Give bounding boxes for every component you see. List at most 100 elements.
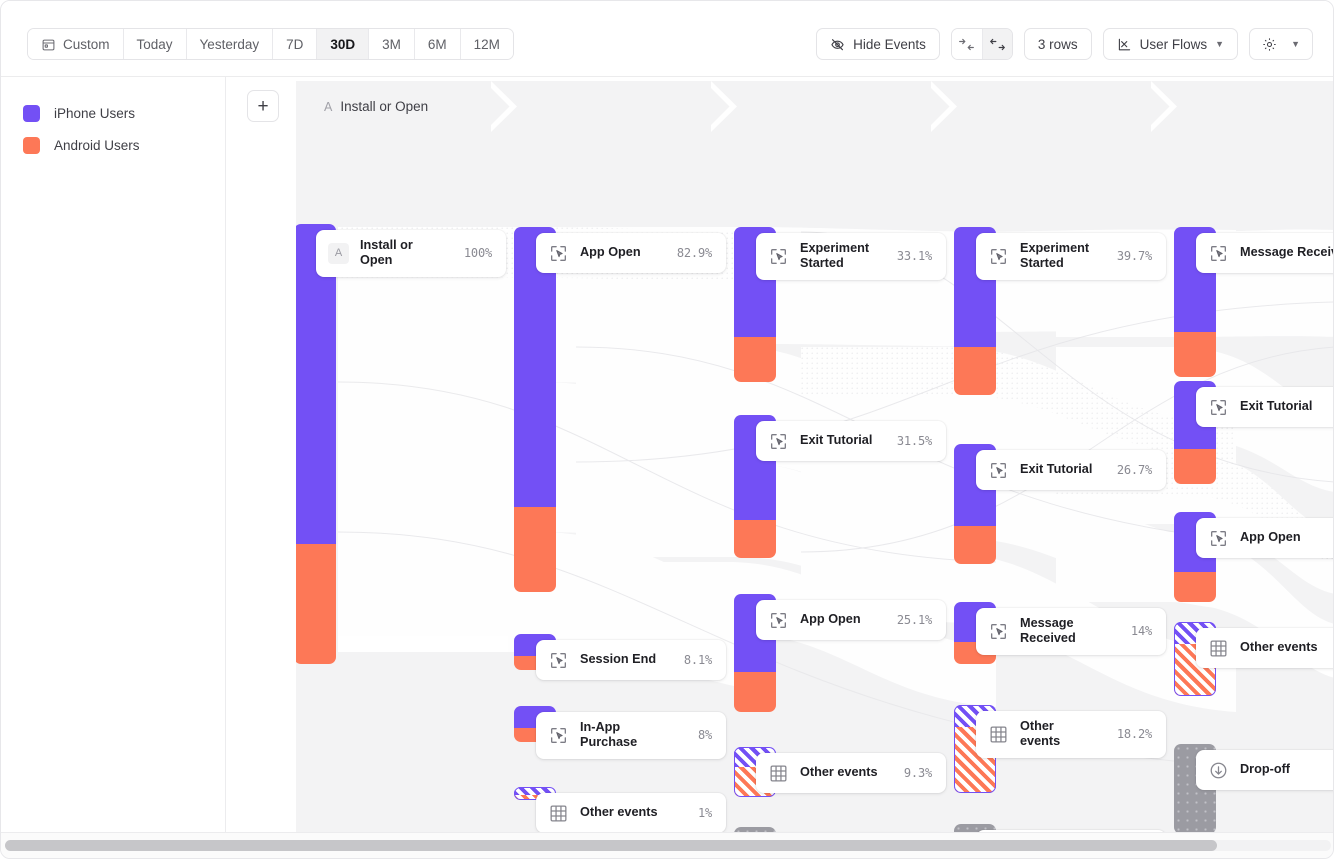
node-card[interactable]: Message Received	[1196, 233, 1333, 273]
legend-sidebar: iPhone Users Android Users	[1, 77, 226, 834]
node-label: Exit Tutorial	[1240, 399, 1313, 414]
node-percentage: 33.1%	[896, 249, 932, 264]
date-range-label: 6M	[427, 36, 447, 52]
node-bar-android-segment	[1174, 572, 1216, 602]
date-range-label: 12M	[473, 36, 500, 52]
node-label: Other events	[580, 805, 658, 820]
step-header-3[interactable]	[956, 81, 1177, 132]
step-header-1[interactable]	[516, 81, 737, 132]
node-card[interactable]: Message Received 14%	[976, 608, 1166, 655]
date-range-label: Today	[136, 36, 173, 52]
date-range-12m[interactable]: 12M	[460, 29, 513, 59]
node-label: Exit Tutorial	[800, 433, 873, 448]
node-bar-dropoff-segment	[954, 824, 996, 834]
rows-label: 3 rows	[1037, 36, 1078, 52]
date-range-segmented-control[interactable]: Custom Today Yesterday 7D 30D 3M 6M 12M	[27, 28, 514, 60]
cursor-click-icon	[1211, 399, 1226, 415]
node-label: Other events	[1240, 640, 1318, 655]
node-bar-android-segment	[514, 795, 556, 800]
node-label: Experiment Started	[1020, 241, 1090, 271]
node-bar	[954, 824, 996, 834]
expand-horizontal-button[interactable]	[981, 29, 1012, 59]
node-percentage: 9.3%	[903, 766, 932, 780]
node-card[interactable]: Experiment Started 39.7%	[976, 233, 1166, 280]
step-header-2[interactable]	[736, 81, 957, 132]
cursor-click-icon	[551, 652, 566, 668]
node-bar	[514, 227, 556, 592]
node-bar-iphone-segment	[296, 224, 336, 544]
node-percentage: 8%	[697, 728, 712, 743]
horizontal-scrollbar[interactable]	[1, 832, 1333, 858]
sankey-flow-area: A Install or Open 100% App Open 82.9% Session…	[296, 132, 1333, 834]
calendar-icon	[42, 39, 55, 50]
date-range-yesterday[interactable]: Yesterday	[186, 29, 274, 59]
step-header-strip: A Install or Open	[296, 81, 1333, 132]
collapse-horizontal-button[interactable]	[951, 29, 982, 59]
toolbar: Custom Today Yesterday 7D 30D 3M 6M 12M Hide Ev…	[1, 1, 1333, 77]
settings-dropdown[interactable]: ▼	[1249, 28, 1313, 60]
date-range-label: 30D	[330, 36, 356, 52]
node-card[interactable]: App Open 82.9%	[536, 233, 726, 273]
step-header-0[interactable]: A Install or Open	[296, 81, 517, 132]
date-range-label: 7D	[286, 36, 304, 52]
cursor-click-icon	[991, 462, 1006, 478]
date-range-label: Custom	[63, 36, 110, 52]
node-card[interactable]: Other events 18.2%	[976, 711, 1166, 758]
node-card[interactable]: App Open 25.1%	[756, 600, 946, 640]
step-chevron-icon	[491, 81, 517, 132]
node-bar	[1174, 381, 1216, 484]
node-bar-android-segment	[734, 672, 776, 712]
node-percentage: 8.1%	[683, 653, 712, 667]
node-percentage: 26.7%	[1116, 463, 1152, 477]
node-card[interactable]: Session End 8.1%	[536, 640, 726, 680]
add-step-button[interactable]: +	[247, 90, 279, 122]
node-card[interactable]: Exit Tutorial	[1196, 387, 1333, 427]
node-bar-android-segment	[734, 520, 776, 558]
cursor-click-icon	[991, 624, 1006, 639]
step-label: Install or Open	[340, 99, 429, 114]
scrollbar-thumb[interactable]	[5, 840, 1217, 851]
grid-icon	[990, 726, 1007, 743]
node-card[interactable]: In-App Purchase 8%	[536, 712, 726, 759]
node-bar	[514, 787, 556, 800]
date-range-7d[interactable]: 7D	[273, 29, 318, 59]
legend-item-0[interactable]: iPhone Users	[23, 97, 225, 129]
cursor-click-icon	[551, 728, 566, 743]
node-card[interactable]: A Install or Open 100%	[316, 230, 506, 277]
date-range-3m[interactable]: 3M	[369, 29, 415, 59]
node-percentage: 39.7%	[1116, 249, 1152, 264]
node-card[interactable]: Exit Tutorial 26.7%	[976, 450, 1166, 490]
node-card[interactable]: Other events 1%	[536, 793, 726, 833]
width-toggle-group[interactable]	[950, 28, 1013, 60]
node-card[interactable]: Drop-off	[1196, 750, 1333, 790]
step-header-4[interactable]	[1176, 81, 1333, 132]
gear-icon	[1263, 37, 1276, 51]
node-card[interactable]: Exit Tutorial 31.5%	[756, 421, 946, 461]
date-range-30d[interactable]: 30D	[317, 29, 370, 59]
node-card[interactable]: Other events 9.3%	[756, 753, 946, 793]
date-range-label: Yesterday	[199, 36, 260, 52]
legend-item-1[interactable]: Android Users	[23, 129, 225, 161]
node-card[interactable]: Experiment Started 33.1%	[756, 233, 946, 280]
node-bar-android-segment	[296, 544, 336, 664]
hide-events-button[interactable]: Hide Events	[816, 28, 940, 60]
node-card[interactable]: App Open	[1196, 518, 1333, 558]
rows-selector-button[interactable]: 3 rows	[1023, 28, 1092, 60]
node-percentage: 14%	[1130, 624, 1152, 639]
node-bar-android-segment	[734, 337, 776, 382]
date-range-today[interactable]: Today	[123, 29, 187, 59]
view-type-dropdown[interactable]: User Flows ▼	[1102, 28, 1239, 60]
date-range-6m[interactable]: 6M	[414, 29, 461, 59]
node-bar	[1174, 744, 1216, 834]
node-percentage: 1%	[697, 806, 712, 820]
step-chevron-icon	[931, 81, 957, 132]
node-percentage: 100%	[463, 246, 492, 261]
step-prefix: A	[324, 99, 333, 114]
date-range-custom[interactable]: Custom	[28, 29, 124, 59]
step-chevron-icon	[711, 81, 737, 132]
node-card[interactable]: Other events	[1196, 628, 1333, 668]
node-bar-android-segment	[954, 347, 996, 395]
node-label: Other events	[800, 765, 878, 780]
collapse-horizontal-icon	[959, 38, 975, 50]
